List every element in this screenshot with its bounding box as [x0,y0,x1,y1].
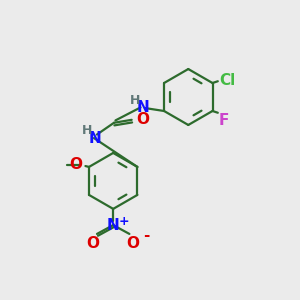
Text: N: N [89,130,102,146]
Text: Cl: Cl [219,74,235,88]
Text: -: - [142,228,149,243]
Text: O: O [87,236,100,251]
Text: H: H [130,94,140,106]
Text: N: N [107,218,120,232]
Text: +: + [118,215,129,228]
Text: O: O [70,158,83,172]
Text: O: O [136,112,149,127]
Text: F: F [219,113,230,128]
Text: O: O [127,236,140,251]
Text: H: H [82,124,93,137]
Text: N: N [136,100,149,115]
